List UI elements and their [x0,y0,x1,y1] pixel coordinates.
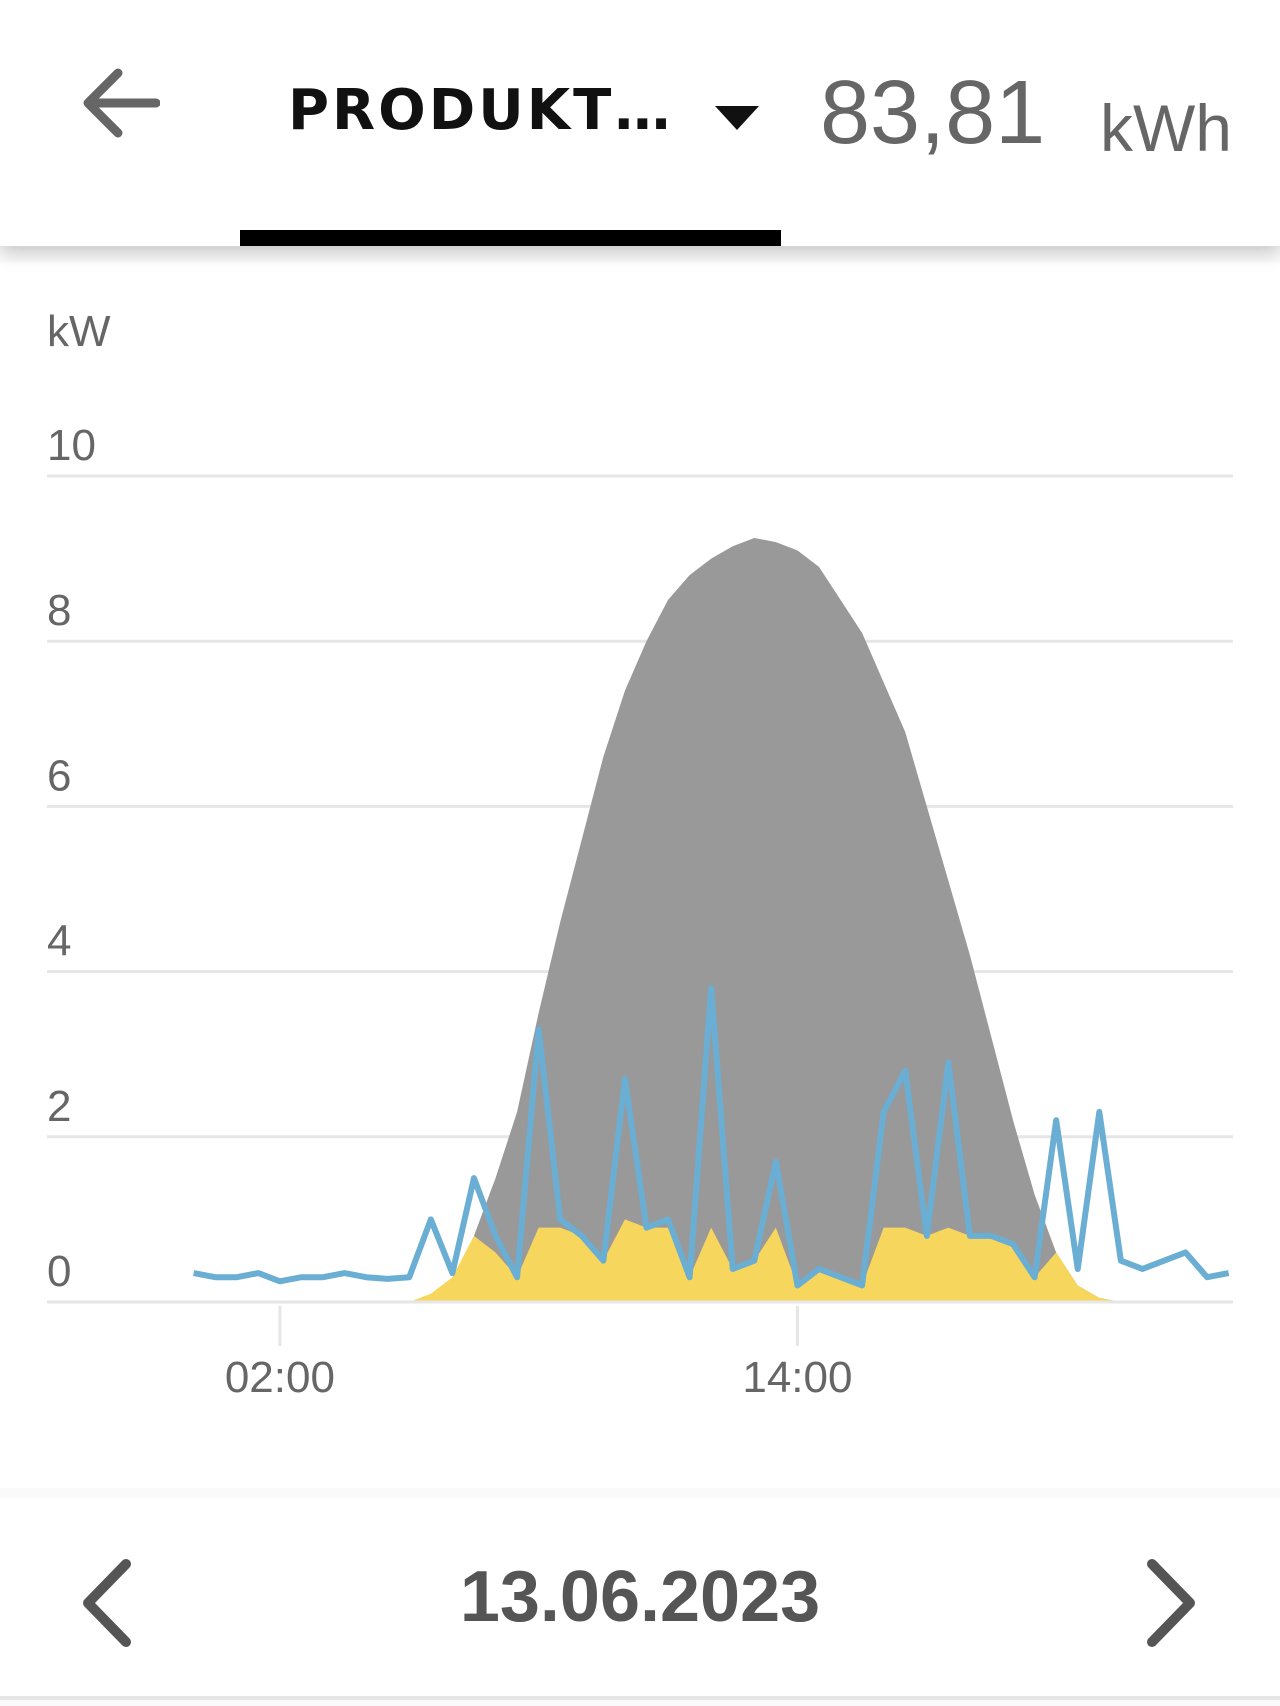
total-value: 83,81 [820,63,1046,163]
chart-card: kW 0 2 4 6 8 10 02:00 14:00 [0,262,1280,1488]
area [193,537,1229,1302]
date-bar: 13.06.2023 [0,1498,1280,1700]
back-button[interactable] [80,65,160,141]
y-axis-label: kW [47,307,111,356]
area [193,1219,1229,1302]
y-tick-label: 8 [47,586,71,635]
chart: kW 0 2 4 6 8 10 02:00 14:00 [47,307,1233,1402]
tab-indicator [240,230,781,246]
date-label: 13.06.2023 [459,1557,821,1637]
y-tick-label: 4 [47,917,71,966]
x-tick-label: 14:00 [742,1353,852,1402]
y-tick-label: 0 [47,1247,71,1296]
header: PRODUKT… 83,81 kWh [0,0,1280,246]
y-tick-label: 6 [47,751,71,800]
x-tick-label: 02:00 [225,1353,335,1402]
line [193,985,1230,1289]
y-tick-label: 10 [47,421,96,470]
y-tick-label: 2 [47,1082,71,1131]
total-unit: kWh [1100,91,1232,165]
tab-title[interactable]: PRODUKT… [288,78,674,143]
prev-day[interactable] [78,1558,138,1648]
dropdown-arrow[interactable] [715,106,759,130]
next-day[interactable] [1140,1558,1200,1648]
